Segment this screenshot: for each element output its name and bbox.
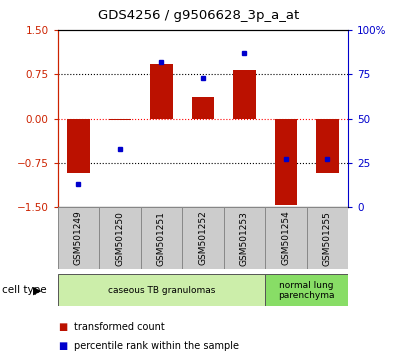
Bar — [224, 207, 265, 269]
Text: percentile rank within the sample: percentile rank within the sample — [74, 341, 239, 351]
Text: GSM501254: GSM501254 — [281, 211, 291, 266]
Text: GSM501253: GSM501253 — [240, 211, 249, 266]
Text: GSM501250: GSM501250 — [115, 211, 125, 266]
Bar — [58, 207, 99, 269]
Bar — [67, 119, 90, 173]
Bar — [58, 274, 265, 306]
Text: GSM501249: GSM501249 — [74, 211, 83, 266]
Bar — [265, 207, 307, 269]
Text: GSM501255: GSM501255 — [323, 211, 332, 266]
Text: ■: ■ — [58, 322, 67, 332]
Bar — [191, 97, 215, 119]
Text: caseous TB granulomas: caseous TB granulomas — [108, 286, 215, 295]
Text: GSM501251: GSM501251 — [157, 211, 166, 266]
Bar — [265, 274, 348, 306]
Text: ■: ■ — [58, 341, 67, 351]
Text: normal lung
parenchyma: normal lung parenchyma — [279, 281, 335, 300]
Bar — [182, 207, 224, 269]
Bar — [150, 64, 173, 119]
Bar — [233, 70, 256, 119]
Bar — [316, 119, 339, 173]
Text: cell type: cell type — [2, 285, 47, 295]
Text: ▶: ▶ — [33, 285, 41, 295]
Bar — [307, 207, 348, 269]
Text: GDS4256 / g9506628_3p_a_at: GDS4256 / g9506628_3p_a_at — [98, 9, 300, 22]
Bar — [141, 207, 182, 269]
Bar — [275, 119, 297, 205]
Text: transformed count: transformed count — [74, 322, 164, 332]
Bar — [99, 207, 141, 269]
Text: GSM501252: GSM501252 — [199, 211, 207, 266]
Bar — [109, 119, 131, 120]
